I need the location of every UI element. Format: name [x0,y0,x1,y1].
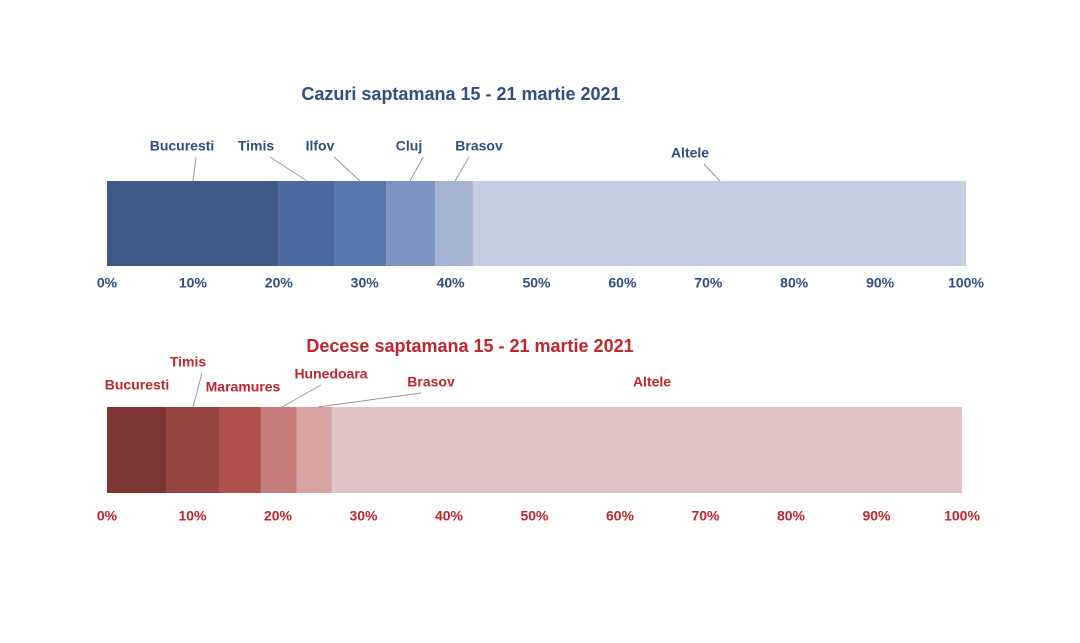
segment-label: Ilfov [306,138,335,154]
chart-title: Decese saptamana 15 - 21 martie 2021 [306,336,633,356]
leader-line [409,156,424,182]
x-tick-label: 10% [179,275,208,291]
segment-label: Timis [238,138,275,154]
x-tick-label: 50% [522,275,551,291]
leader-line [703,163,721,182]
segment-label: Altele [633,374,671,390]
bar-segment [331,407,962,493]
x-tick-label: 90% [866,275,895,291]
segment-label: Maramures [206,379,281,395]
x-tick-label: 90% [862,508,891,524]
segment-label: Brasov [407,374,455,390]
x-tick-label: 100% [944,508,980,524]
segment-label: Hunedoara [294,366,367,382]
bar-segment [472,181,966,266]
bar-segment [107,407,167,493]
x-tick-label: 20% [265,275,294,291]
segment-label: Bucuresti [105,377,170,393]
bar-segment [260,407,297,493]
x-tick-label: 0% [97,508,118,524]
x-tick-label: 0% [97,275,118,291]
x-tick-label: 60% [606,508,635,524]
bar-segment [278,181,335,266]
x-tick-label: 80% [777,508,806,524]
x-tick-label: 30% [351,275,380,291]
bar-segment [435,181,473,266]
leader-line [333,156,361,182]
x-tick-label: 40% [437,275,466,291]
segment-label: Cluj [396,138,422,154]
chart-title: Cazuri saptamana 15 - 21 martie 2021 [301,84,620,104]
leader-line [317,392,422,408]
bar-segment [296,407,332,493]
segment-label: Timis [170,354,207,370]
x-tick-label: 10% [178,508,207,524]
bar-segment [334,181,387,266]
leader-line [281,384,322,408]
bar-segment [166,407,220,493]
segment-label: Bucuresti [150,138,215,154]
leader-line [269,156,308,182]
x-tick-label: 70% [694,275,723,291]
x-tick-label: 70% [691,508,720,524]
x-tick-label: 100% [948,275,984,291]
x-tick-label: 50% [520,508,549,524]
leader-line [454,156,470,182]
segment-label: Brasov [455,138,503,154]
bar-segment [219,407,261,493]
x-tick-label: 30% [349,508,378,524]
segment-label: Altele [671,145,709,161]
leader-line [192,372,203,408]
x-tick-label: 40% [435,508,464,524]
x-tick-label: 80% [780,275,809,291]
x-tick-label: 20% [264,508,293,524]
bar-segment [107,181,279,266]
leader-line [192,156,197,182]
bar-segment [386,181,436,266]
x-tick-label: 60% [608,275,637,291]
